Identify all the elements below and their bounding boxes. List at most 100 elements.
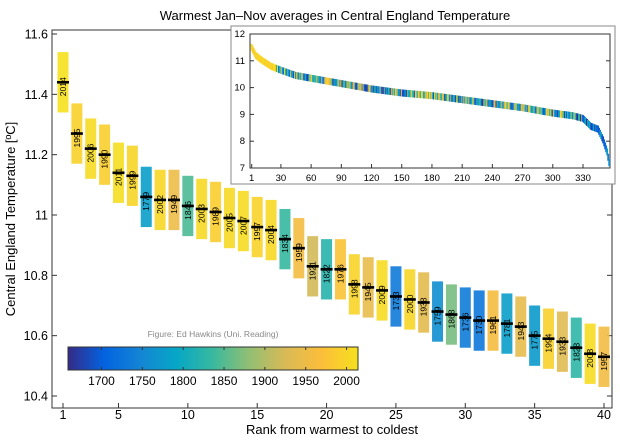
- inset-year-mark: [287, 69, 289, 77]
- inset-year-mark: [336, 79, 339, 87]
- inset-year-mark: [332, 78, 335, 86]
- inset-year-mark: [382, 87, 385, 95]
- inset-year-mark: [354, 82, 357, 90]
- inset-year-mark: [556, 110, 559, 118]
- inset-year-mark: [479, 98, 482, 106]
- y-tick-label: 11.4: [25, 88, 48, 102]
- inset-year-mark: [297, 72, 299, 80]
- inset-year-mark: [502, 101, 505, 109]
- inset-year-mark: [603, 139, 606, 147]
- inset-year-mark: [338, 79, 341, 87]
- inset-year-mark: [261, 57, 264, 65]
- year-label: 1834: [280, 234, 290, 253]
- year-label: 2005: [224, 213, 234, 232]
- x-tick-label: 10: [181, 408, 195, 422]
- inset-year-mark: [295, 72, 297, 80]
- inset-year-mark: [494, 100, 497, 108]
- inset-year-mark: [368, 85, 371, 93]
- inset-year-mark: [516, 103, 519, 111]
- x-tick-label: 25: [389, 408, 403, 422]
- inset-year-mark: [472, 97, 475, 105]
- inset-year-mark: [538, 107, 541, 115]
- inset-year-mark: [311, 74, 314, 82]
- inset-year-mark: [326, 77, 329, 85]
- inset-x-tick-label: 90: [336, 173, 347, 184]
- inset-year-mark: [417, 90, 420, 98]
- inset-year-mark: [529, 105, 532, 113]
- bar-1759: 1759: [431, 281, 444, 342]
- inset-year-mark: [305, 73, 307, 81]
- inset-year-mark: [499, 101, 502, 109]
- inset-year-mark: [501, 101, 504, 109]
- inset-year-mark: [407, 90, 410, 98]
- inset-year-mark: [398, 89, 401, 97]
- inset-year-mark: [496, 100, 499, 108]
- inset-year-mark: [299, 72, 301, 80]
- inset-year-mark: [255, 52, 258, 60]
- inset-year-mark: [431, 92, 433, 100]
- inset-year-mark: [565, 111, 568, 119]
- inset-year-mark: [492, 100, 495, 108]
- inset-year-mark: [346, 81, 349, 89]
- bar-1938: 1938: [417, 272, 430, 333]
- bar-1736: 1736: [459, 287, 472, 348]
- year-label: 1775: [530, 330, 540, 349]
- inset-year-mark: [393, 88, 396, 96]
- inset-year-mark: [459, 95, 462, 103]
- inset-year-mark: [369, 85, 372, 93]
- inset-year-mark: [345, 80, 348, 88]
- inset-year-mark: [329, 78, 332, 86]
- bar-1822: 1822: [320, 239, 333, 300]
- inset-year-mark: [513, 103, 516, 111]
- inset-year-mark: [277, 65, 280, 73]
- inset-year-mark: [371, 85, 374, 93]
- inset-year-mark: [500, 101, 503, 109]
- inset-year-mark: [591, 123, 593, 131]
- inset-year-mark: [349, 81, 352, 89]
- inset-year-mark: [359, 83, 362, 91]
- inset-year-mark: [457, 95, 460, 103]
- inset-x-tick-label: 240: [484, 173, 500, 184]
- inset-year-mark: [421, 91, 424, 99]
- inset-year-mark: [262, 57, 265, 65]
- inset-year-mark: [298, 72, 300, 80]
- inset-year-mark: [537, 107, 540, 115]
- inset-year-mark: [265, 59, 268, 67]
- inset-year-mark: [507, 102, 510, 110]
- inset-year-mark: [559, 110, 562, 118]
- inset-year-mark: [446, 94, 448, 102]
- y-tick-label: 11.6: [25, 28, 48, 42]
- inset-x-tick-label: 300: [545, 173, 561, 184]
- year-label: 1943: [516, 321, 526, 340]
- inset-year-mark: [288, 69, 290, 77]
- inset-year-mark: [348, 81, 351, 89]
- inset-year-mark: [523, 104, 526, 112]
- inset-y-tick-label: 8: [240, 136, 245, 147]
- inset-background: [230, 25, 616, 185]
- bar-1957: 1957: [598, 326, 610, 387]
- inset-year-mark: [482, 98, 485, 106]
- inset-year-mark: [525, 104, 528, 112]
- inset-year-mark: [252, 47, 255, 55]
- inset-year-mark: [414, 90, 417, 98]
- inset-year-mark: [566, 111, 569, 119]
- inset-y-tick-label: 10: [234, 83, 245, 94]
- inset-year-mark: [515, 103, 518, 111]
- inset-year-mark: [352, 82, 355, 90]
- inset-year-mark: [340, 80, 343, 88]
- inset-year-mark: [266, 60, 269, 68]
- inset-year-mark: [604, 142, 607, 150]
- inset-year-mark: [571, 112, 573, 120]
- inset-year-mark: [296, 72, 298, 80]
- inset-year-mark: [364, 84, 367, 92]
- inset-year-mark: [328, 77, 331, 85]
- inset-year-mark: [522, 104, 525, 112]
- y-axis-label: Central England Temperature [ºC]: [3, 122, 18, 317]
- inset-x-tick-label: 1: [249, 173, 254, 184]
- inset-year-mark: [569, 111, 571, 119]
- inset-year-mark: [570, 111, 572, 119]
- year-label: 1868: [446, 309, 456, 328]
- inset-year-mark: [549, 109, 552, 117]
- inset-y-tick-label: 7: [240, 163, 245, 174]
- inset-year-mark: [593, 124, 595, 132]
